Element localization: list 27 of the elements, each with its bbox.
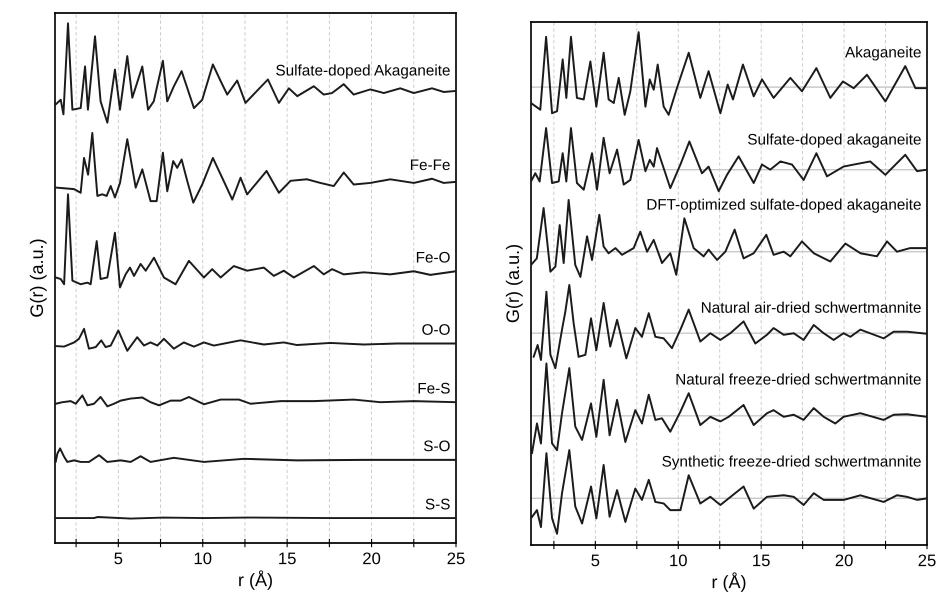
x-tick-label: 10 — [670, 554, 687, 566]
series-label: S-S — [426, 498, 450, 510]
x-axis-title: r (Å) — [712, 572, 746, 592]
series-label: O-O — [422, 324, 450, 335]
x-tick-label: 25 — [918, 554, 936, 566]
series-label: Synthetic freeze-dried schwertmannite — [662, 455, 921, 470]
x-tick-label: 10 — [194, 552, 212, 564]
y-axis-title: G(r) (a.u.) — [30, 239, 47, 317]
series-label: Natural freeze-dried schwertmannite — [676, 373, 921, 385]
series-label: Fe-S — [418, 382, 450, 394]
series-label: Natural air-dried schwertmannite — [702, 302, 921, 313]
x-tick-label: 5 — [591, 554, 600, 566]
x-tick-label: 15 — [753, 554, 770, 566]
x-tick-label: 20 — [836, 554, 853, 566]
series-label: Fe-Fe — [410, 160, 450, 170]
series-label: Sulfate-doped akaganeite — [748, 133, 921, 148]
x-axis-title: r (Å) — [239, 570, 272, 590]
x-tick-label: 15 — [279, 552, 296, 564]
series-label: Fe-O — [416, 252, 450, 263]
y-axis-title: G(r) (a.u.) — [506, 244, 523, 322]
series-label: Akaganeite — [845, 46, 921, 61]
x-tick-label: 5 — [114, 552, 122, 564]
series-label: DFT-optimized sulfate-doped akaganeite — [648, 198, 921, 213]
series-label: S-O — [424, 440, 450, 452]
x-tick-label: 20 — [363, 552, 380, 564]
x-tick-label: 25 — [448, 552, 465, 564]
series-label: Sulfate-doped Akaganeite — [276, 64, 450, 79]
